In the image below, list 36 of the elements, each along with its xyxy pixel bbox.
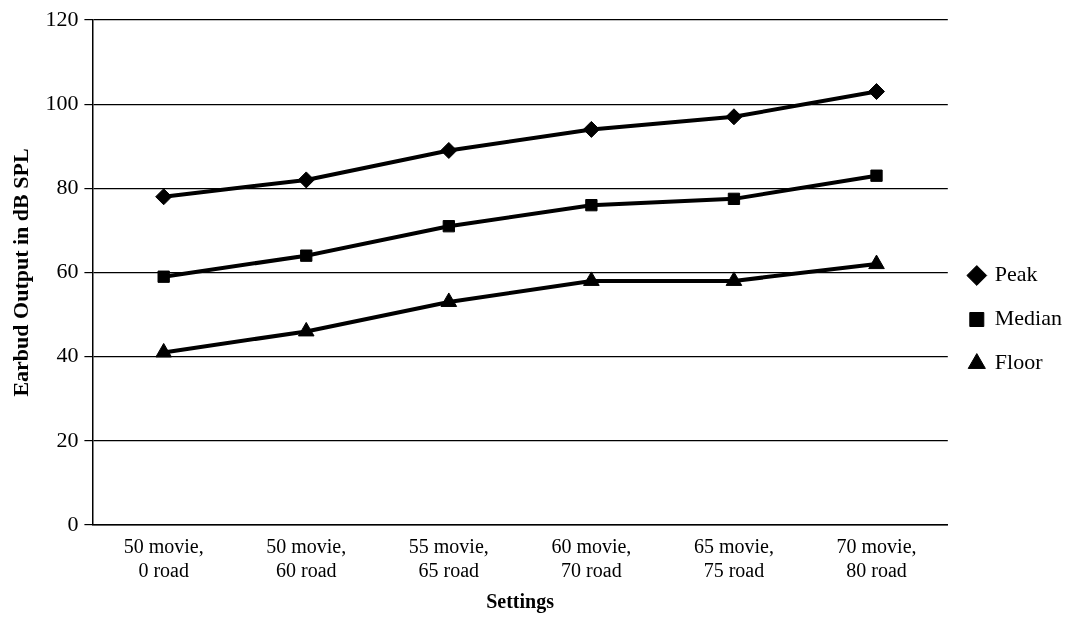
point	[442, 220, 455, 233]
y-tick-label: 100	[45, 89, 79, 115]
point	[440, 141, 458, 159]
point	[870, 169, 883, 182]
legend-label: Median	[994, 305, 1062, 331]
x-tick-label: 50 movie, 0 road	[123, 535, 204, 582]
x-tick-label: 65 movie, 75 road	[693, 535, 774, 582]
point	[440, 292, 458, 307]
x-tick-label: 50 movie, 60 road	[266, 535, 347, 582]
x-tick-label: 55 movie, 65 road	[408, 535, 489, 582]
y-tick-label: 120	[45, 5, 79, 31]
point	[583, 271, 600, 286]
x-tick-label: 70 movie, 80 road	[836, 535, 917, 582]
x-tick-label: 60 movie, 70 road	[551, 535, 632, 582]
point	[585, 199, 598, 212]
y-tick-label: 0	[67, 510, 79, 536]
legend-label: Peak	[994, 261, 1038, 287]
y-tick-label: 20	[56, 426, 79, 452]
point	[297, 171, 315, 189]
point	[725, 108, 743, 126]
point	[300, 249, 313, 262]
point	[582, 120, 600, 138]
point	[297, 321, 315, 337]
y-tick-label: 60	[56, 258, 79, 284]
point	[157, 270, 170, 283]
y-tick-label: 80	[56, 174, 79, 200]
y-axis-title: Earbud Output in dB SPL	[7, 148, 33, 397]
point	[725, 271, 743, 286]
y-tick-label: 40	[56, 342, 79, 368]
point	[727, 192, 741, 206]
x-axis-title: Settings	[486, 590, 555, 614]
point	[868, 254, 885, 270]
legend-label: Floor	[994, 349, 1044, 375]
point	[155, 188, 173, 206]
point	[868, 83, 886, 101]
point	[155, 342, 172, 358]
